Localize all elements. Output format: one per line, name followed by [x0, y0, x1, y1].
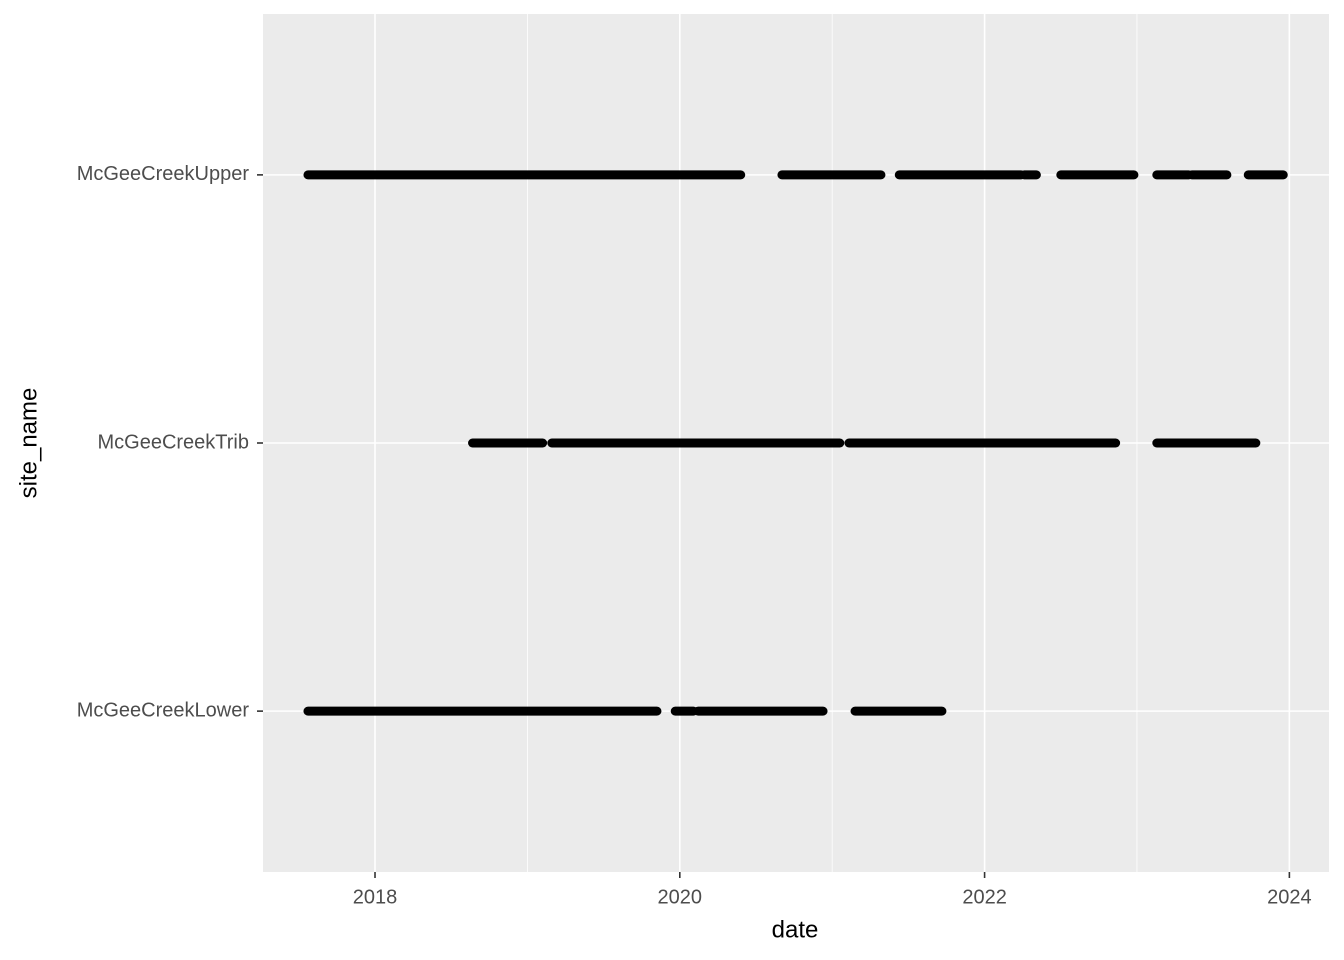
x-axis-title: date — [772, 916, 819, 943]
x-tick-label: 2020 — [658, 886, 703, 908]
x-tick-label: 2024 — [1267, 886, 1312, 908]
y-axis-title: site_name — [15, 388, 42, 499]
y-tick-label: McGeeCreekTrib — [97, 431, 249, 453]
y-tick-label: McGeeCreekUpper — [77, 163, 250, 185]
y-tick-label: McGeeCreekLower — [77, 699, 250, 721]
x-tick-label: 2018 — [353, 886, 398, 908]
x-tick-label: 2022 — [962, 886, 1007, 908]
